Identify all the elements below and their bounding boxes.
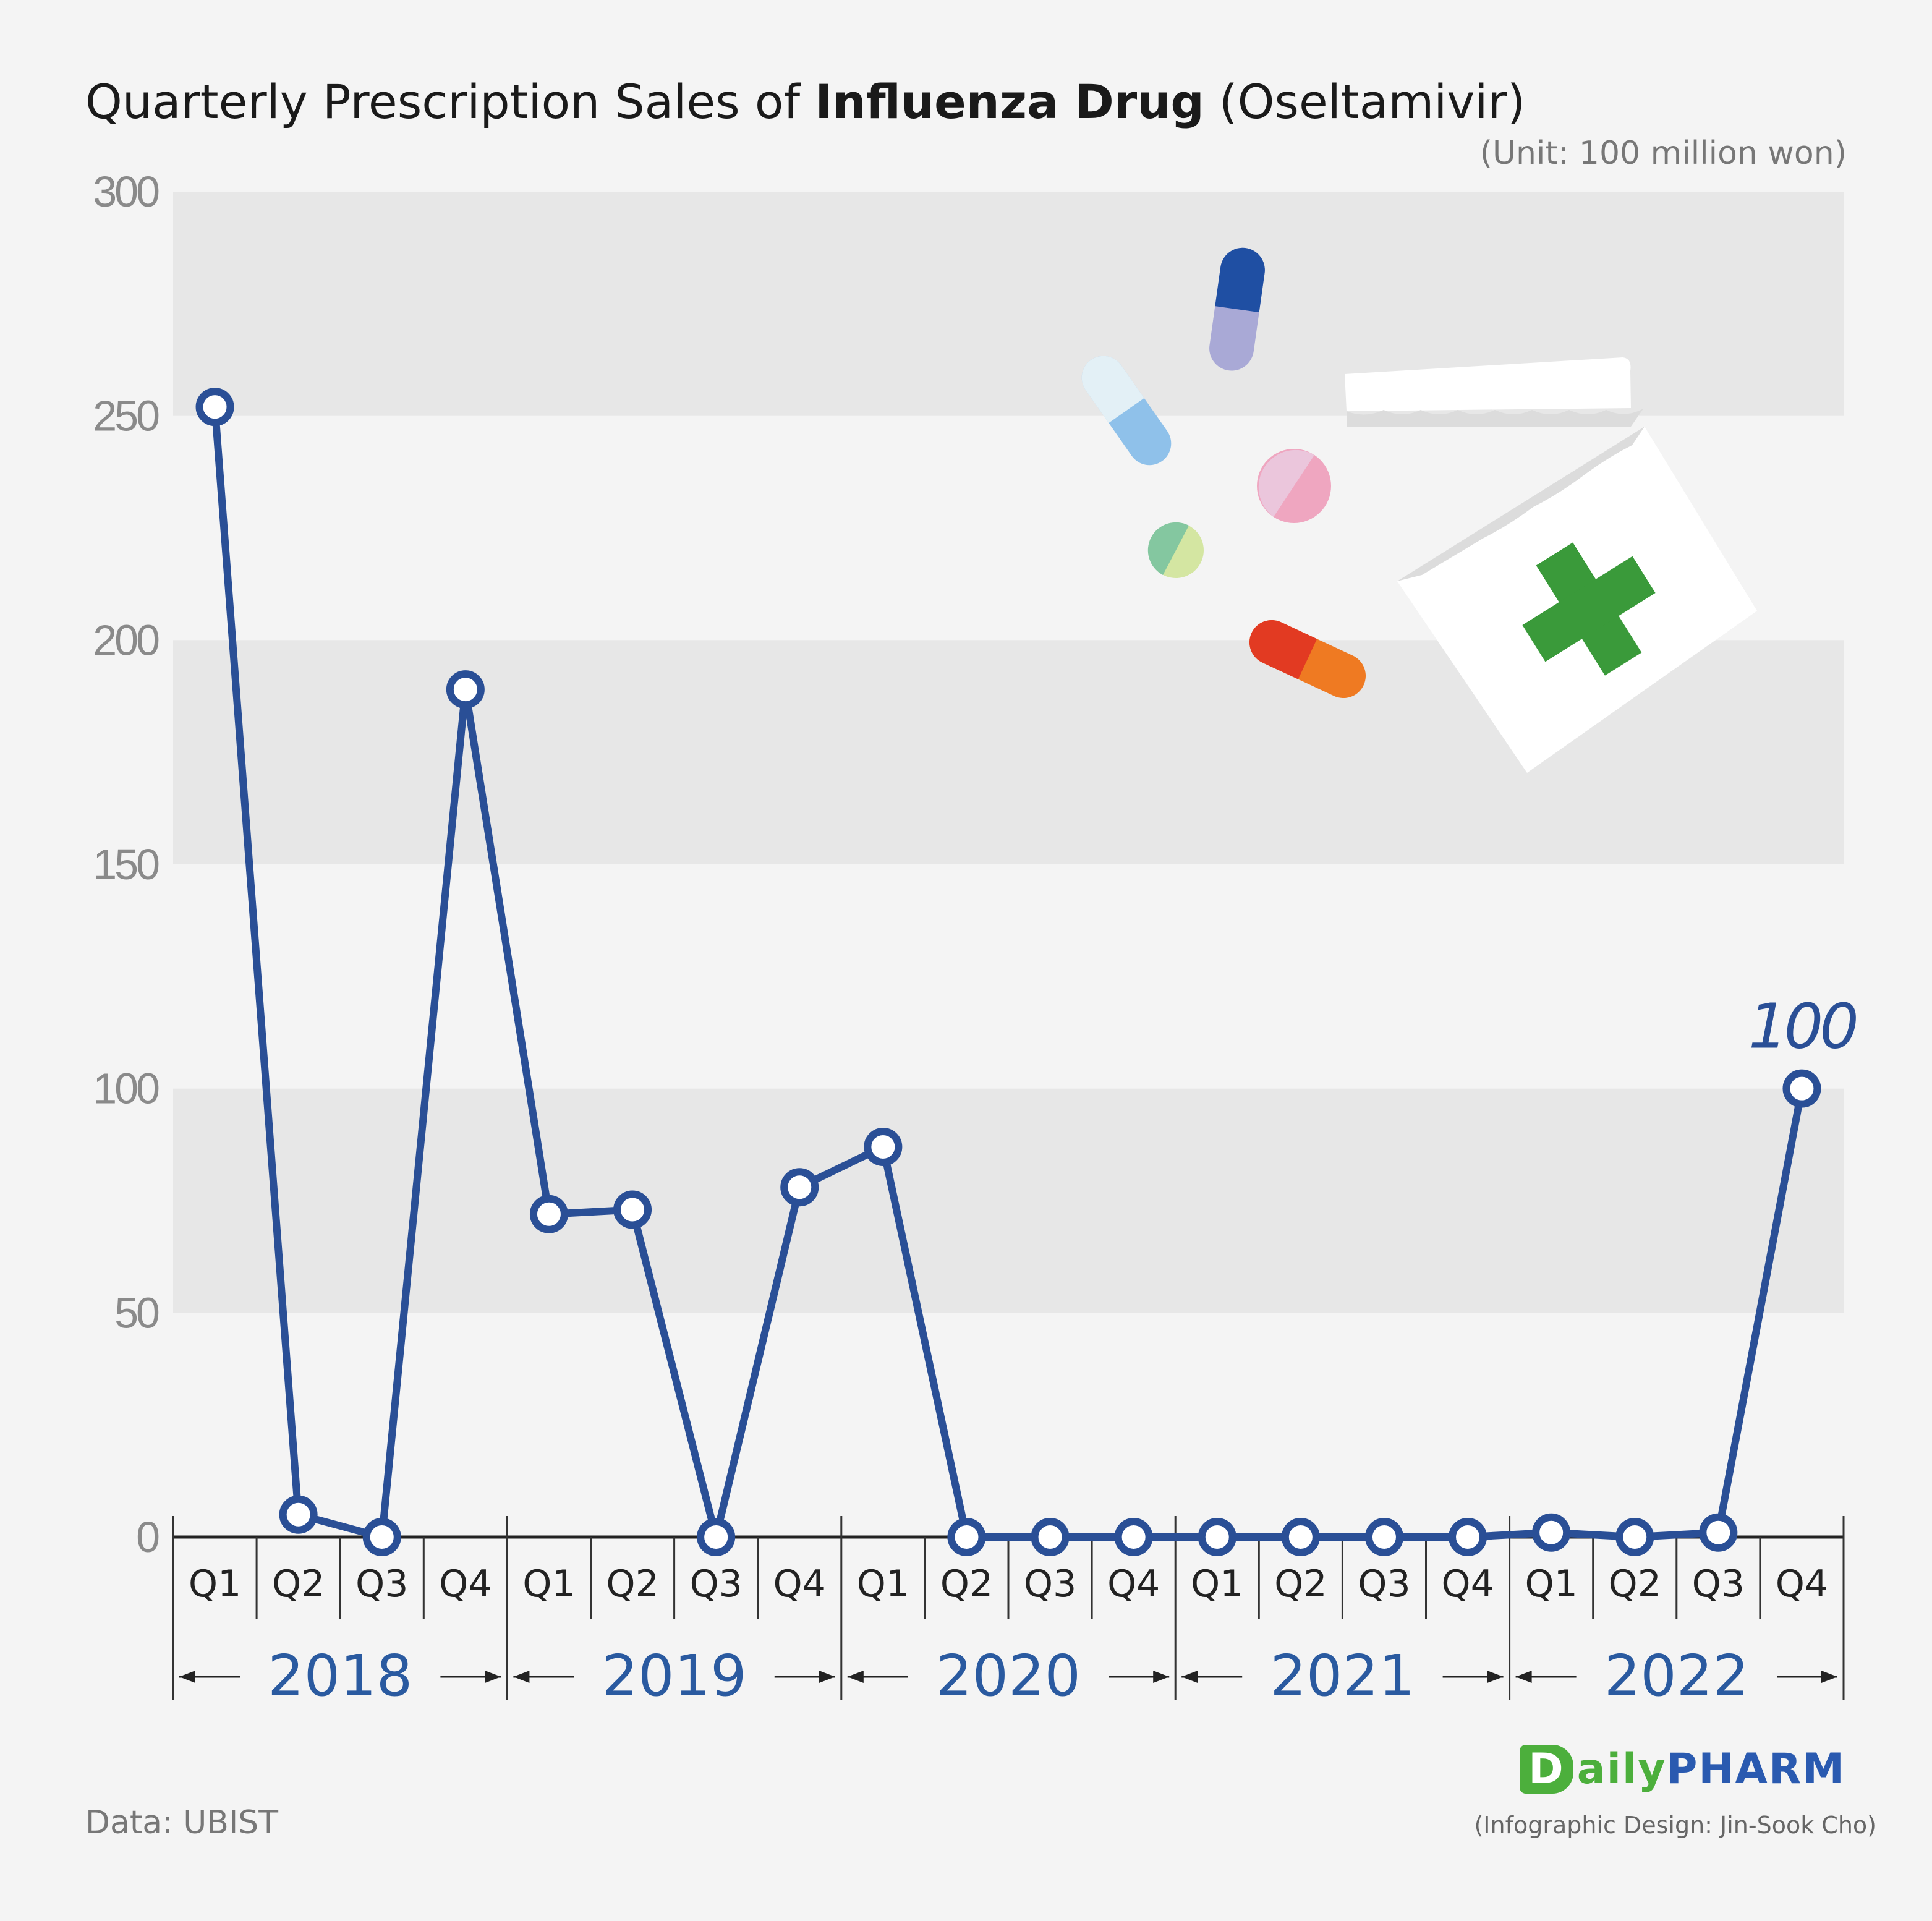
light-blue-capsule-icon — [1081, 356, 1172, 466]
x-tick-label: Q2 — [940, 1562, 993, 1606]
grid-bands — [173, 192, 1844, 1313]
year-arrow-right-head — [485, 1671, 501, 1683]
y-tick-label: 150 — [93, 840, 159, 888]
x-axis: Q1 Q2 Q3 Q4 Q1 Q2 Q3 Q4 Q1 Q2 Q3 Q4 Q1 Q2 Q3 Q4 Q1 Q2 Q3 Q4 — [172, 1516, 1845, 1700]
year-arrow-right-head — [1487, 1671, 1504, 1683]
x-tick-label: Q3 — [689, 1562, 742, 1606]
y-tick-label: 200 — [93, 616, 159, 664]
year-arrow-right-head — [819, 1671, 835, 1683]
y-tick-label: 250 — [93, 392, 159, 440]
data-point — [864, 1127, 903, 1166]
x-tick-label: Q3 — [355, 1562, 408, 1606]
data-point — [1031, 1518, 1070, 1556]
x-tick-label: Q1 — [1525, 1562, 1577, 1606]
x-tick-label: Q2 — [606, 1562, 658, 1606]
data-point — [1449, 1518, 1487, 1556]
y-tick-label: 100 — [93, 1065, 159, 1113]
data-point — [1364, 1518, 1403, 1556]
logo-pharm: PHARM — [1666, 1745, 1845, 1794]
pill-bottle-icon — [1345, 357, 1757, 773]
data-point — [947, 1518, 986, 1556]
year-labels: 2018 2019 2020 2021 2022 — [179, 1643, 1837, 1709]
blue-capsule-icon — [1209, 247, 1265, 371]
y-tick-label: 50 — [114, 1288, 159, 1337]
year-label: 2018 — [268, 1643, 412, 1709]
year-arrow-right-head — [1153, 1671, 1170, 1683]
year-label: 2020 — [936, 1643, 1081, 1709]
y-axis-labels: 0 50 100 150 200 250 300 — [93, 168, 161, 1561]
data-point — [529, 1195, 568, 1233]
x-tick-label: Q2 — [272, 1562, 325, 1606]
data-point — [1114, 1518, 1153, 1556]
data-point — [279, 1495, 318, 1534]
year-label: 2021 — [1270, 1643, 1415, 1709]
year-arrow-left-head — [179, 1671, 195, 1683]
title-bold: Influenza Drug — [815, 74, 1204, 129]
x-tick-label: Q3 — [1692, 1562, 1745, 1606]
data-label: 100 — [1748, 990, 1856, 1063]
green-tablet-icon — [1147, 522, 1204, 578]
data-point — [446, 670, 485, 709]
x-tick-label: Q2 — [1609, 1562, 1661, 1606]
x-tick-label: Q1 — [1191, 1562, 1243, 1606]
year-label: 2019 — [602, 1643, 747, 1709]
data-point — [1615, 1518, 1654, 1556]
source-label: Data: UBIST — [85, 1804, 279, 1841]
design-credit: (Infographic Design: Jin-Sook Cho) — [1474, 1812, 1876, 1839]
x-tick-label: Q1 — [189, 1562, 241, 1606]
x-tick-label: Q4 — [439, 1562, 492, 1606]
x-tick-label: Q3 — [1358, 1562, 1410, 1606]
year-arrow-right-head — [1821, 1671, 1837, 1683]
title-prefix: Quarterly Prescription Sales of — [85, 74, 815, 129]
data-point — [613, 1190, 652, 1229]
year-label: 2022 — [1604, 1643, 1749, 1709]
annotations: 100 — [1748, 990, 1860, 1063]
x-tick-label: Q4 — [1776, 1562, 1828, 1606]
x-tick-label: Q4 — [773, 1562, 826, 1606]
y-tick-label: 300 — [93, 168, 159, 216]
x-tick-label: Q3 — [1024, 1562, 1076, 1606]
grid-band — [173, 1088, 1844, 1313]
data-point — [1699, 1513, 1738, 1552]
red-orange-capsule-icon — [1249, 620, 1366, 699]
year-arrow-left-head — [1181, 1671, 1198, 1683]
x-tick-label: Q1 — [522, 1562, 575, 1606]
chart-title: Quarterly Prescription Sales of Influenz… — [85, 74, 1525, 129]
data-point — [1782, 1069, 1821, 1108]
year-arrow-left-head — [1515, 1671, 1532, 1683]
year-arrow-left-head — [513, 1671, 530, 1683]
data-point — [697, 1518, 736, 1556]
pink-tablet-icon — [1257, 449, 1331, 523]
data-point — [1281, 1518, 1320, 1556]
title-suffix: (Oseltamivir) — [1204, 74, 1526, 129]
data-point — [362, 1518, 401, 1556]
unit-label: (Unit: 100 million won) — [1479, 135, 1847, 172]
x-tick-label: Q4 — [1441, 1562, 1494, 1606]
data-point — [1532, 1513, 1571, 1552]
pills-illustration — [1081, 247, 1757, 773]
x-tick-label: Q2 — [1274, 1562, 1327, 1606]
data-points — [195, 388, 1821, 1556]
data-point — [195, 388, 234, 427]
x-tick-label: Q4 — [1107, 1562, 1160, 1606]
logo-aily: aily — [1577, 1745, 1667, 1794]
data-point — [780, 1168, 819, 1207]
y-tick-label: 0 — [136, 1513, 159, 1561]
logo-d: D — [1520, 1745, 1573, 1794]
data-point — [1198, 1518, 1236, 1556]
year-arrow-left-head — [847, 1671, 864, 1683]
x-tick-label: Q1 — [857, 1562, 909, 1606]
